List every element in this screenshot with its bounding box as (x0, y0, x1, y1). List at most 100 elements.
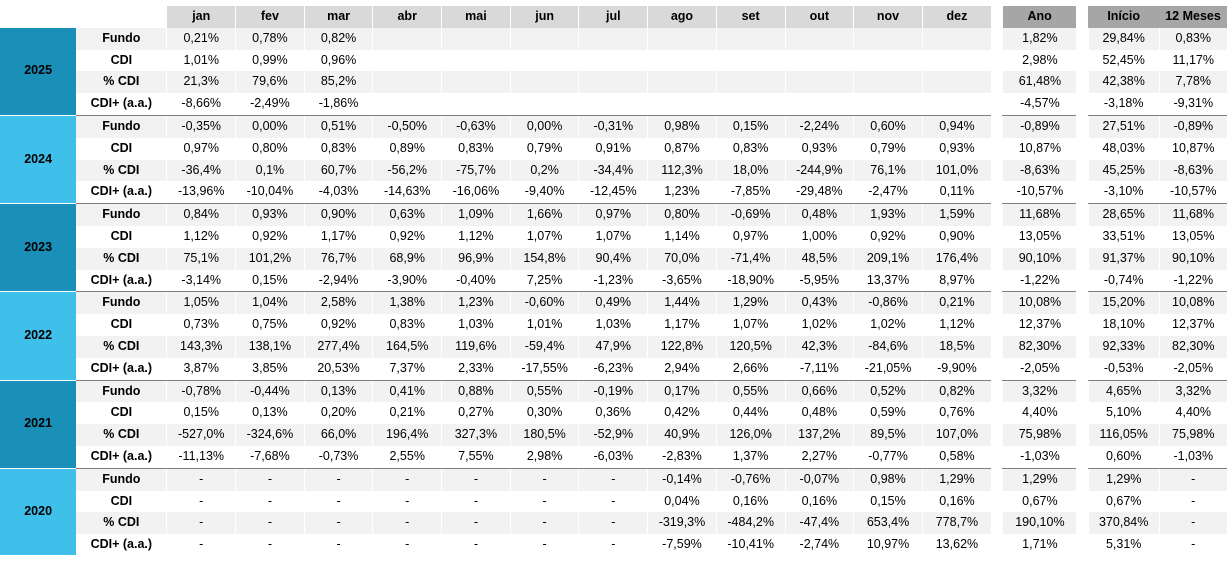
month-value-cell: -59,4% (509, 335, 579, 358)
inicio-value-cell: 370,84% (1087, 512, 1160, 535)
month-value-cell: 0,13% (303, 380, 373, 403)
month-value-cell: 1,03% (441, 314, 511, 336)
month-value-cell: 0,80% (647, 203, 717, 226)
month-value-cell: 0,82% (303, 27, 373, 50)
month-value-cell: 48,5% (784, 247, 854, 270)
month-value-cell (921, 71, 991, 94)
month-value-cell: 0,75% (235, 314, 305, 336)
column-spacer (1076, 380, 1089, 403)
month-value-cell: 0,48% (784, 203, 854, 226)
month-value-cell: -484,2% (715, 512, 785, 535)
month-value-cell: 0,41% (372, 380, 442, 403)
month-value-cell: -21,05% (853, 357, 923, 381)
monthly-returns-table: jan fev mar abr mai jun jul ago set out … (0, 6, 1227, 557)
month-value-cell: 1,12% (921, 314, 991, 336)
row-label: CDI+ (a.a.) (76, 269, 167, 293)
month-value-cell: -0,35% (166, 115, 236, 138)
month-value-cell: 0,15% (235, 269, 305, 293)
month-value-cell: -5,95% (784, 269, 854, 293)
table-row: CDI+ (a.a.) -13,96% -10,04% -4,03% -14,63% -1… (0, 181, 1227, 205)
column-spacer (991, 159, 1003, 182)
month-value-cell: 0,21% (372, 402, 442, 425)
month-value-cell: 1,02% (784, 314, 854, 336)
row-label: Fundo (76, 115, 167, 138)
doze-meses-value-cell: -2,05% (1158, 357, 1227, 381)
month-value-cell: -527,0% (166, 424, 236, 446)
doze-meses-value-cell: 75,98% (1158, 424, 1227, 446)
month-value-cell: -0,44% (235, 380, 305, 403)
month-value-cell: 0,21% (921, 291, 991, 315)
month-value-cell: -1,23% (578, 269, 648, 293)
column-spacer (1076, 181, 1089, 204)
month-value-cell: 2,55% (372, 445, 442, 469)
month-value-cell: 21,3% (166, 71, 236, 94)
month-value-cell: -3,14% (166, 269, 236, 293)
column-spacer (1076, 424, 1089, 446)
month-value-cell: 0,59% (853, 402, 923, 425)
column-spacer (1076, 445, 1089, 469)
month-value-cell: - (441, 468, 511, 491)
month-value-cell: -47,4% (784, 512, 854, 535)
month-value-cell (509, 49, 579, 72)
month-value-cell: -0,73% (303, 445, 373, 469)
header-month-jun: jun (509, 6, 579, 28)
month-value-cell: 0,13% (235, 402, 305, 425)
header-inicio: Início (1088, 6, 1160, 28)
month-value-cell (715, 93, 785, 116)
month-value-cell: -56,2% (372, 159, 442, 182)
ano-value-cell: 90,10% (1002, 247, 1077, 270)
month-value-cell: -0,63% (441, 115, 511, 138)
ano-value-cell: -8,63% (1002, 159, 1077, 182)
month-value-cell: 327,3% (441, 424, 511, 446)
inicio-value-cell: 116,05% (1087, 424, 1160, 446)
month-value-cell (509, 27, 579, 50)
month-value-cell: -36,4% (166, 159, 236, 182)
header-month-mai: mai (441, 6, 511, 28)
month-value-cell: - (235, 468, 305, 491)
column-spacer (991, 424, 1003, 446)
month-value-cell: 0,79% (509, 137, 579, 160)
month-value-cell: - (509, 490, 579, 513)
inicio-value-cell: 5,10% (1087, 402, 1160, 425)
month-value-cell: 0,92% (235, 225, 305, 248)
month-value-cell: - (441, 534, 511, 556)
month-value-cell: - (372, 490, 442, 513)
month-value-cell: 1,01% (166, 49, 236, 72)
table-row: CDI+ (a.a.) 3,87% 3,85% 20,53% 7,37% 2,33% -17… (0, 357, 1227, 381)
month-value-cell (784, 71, 854, 94)
month-value-cell: 7,37% (372, 357, 442, 381)
month-value-cell (853, 71, 923, 94)
column-spacer (991, 27, 1003, 50)
column-spacer (991, 71, 1003, 94)
month-value-cell: 68,9% (372, 247, 442, 270)
doze-meses-value-cell: 13,05% (1158, 225, 1227, 248)
month-value-cell: 0,84% (166, 203, 236, 226)
row-label: CDI+ (a.a.) (76, 357, 167, 381)
month-value-cell: 0,00% (509, 115, 579, 138)
month-value-cell: 101,2% (235, 247, 305, 270)
month-value-cell: 1,29% (715, 291, 785, 315)
month-value-cell: 0,66% (784, 380, 854, 403)
month-value-cell: 0,83% (715, 137, 785, 160)
row-label: % CDI (76, 71, 167, 94)
inicio-value-cell: -3,18% (1087, 93, 1160, 116)
column-spacer (991, 203, 1003, 226)
month-value-cell: 119,6% (441, 335, 511, 358)
column-spacer (991, 49, 1003, 72)
month-value-cell: - (303, 468, 373, 491)
month-value-cell (578, 93, 648, 116)
column-spacer (1076, 512, 1089, 535)
table-row: % CDI 21,3% 79,6% 85,2% 61,48% 42,38% 7,78% (0, 71, 1227, 94)
month-value-cell (372, 27, 442, 50)
column-spacer (1076, 269, 1089, 292)
month-value-cell: -11,13% (166, 445, 236, 469)
month-value-cell: -7,68% (235, 445, 305, 469)
month-value-cell: -8,66% (166, 93, 236, 116)
month-value-cell: -6,23% (578, 357, 648, 381)
month-value-cell: 164,5% (372, 335, 442, 358)
month-value-cell: - (441, 490, 511, 513)
month-value-cell (853, 27, 923, 50)
month-value-cell: -0,76% (715, 468, 785, 491)
month-value-cell: 0,99% (235, 49, 305, 72)
month-value-cell: -18,90% (715, 269, 785, 293)
